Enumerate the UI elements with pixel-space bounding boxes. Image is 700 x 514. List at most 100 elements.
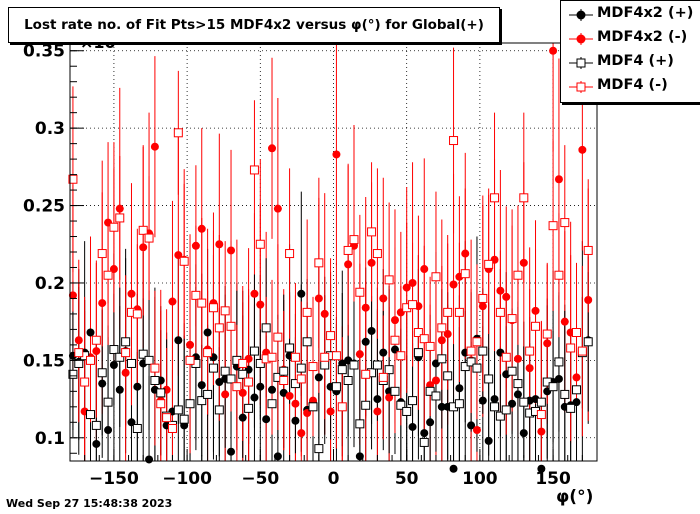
data-point (372, 360, 382, 370)
data-point (179, 256, 189, 266)
data-point (115, 204, 124, 213)
data-point (221, 390, 230, 399)
x-tick-label: −150 (89, 469, 139, 489)
data-point (244, 403, 254, 413)
y-tick-label: 0.35 (23, 42, 65, 62)
data-point (408, 300, 418, 310)
data-point (449, 464, 458, 473)
data-point (314, 258, 324, 268)
data-point (197, 381, 206, 390)
data-point (513, 390, 522, 399)
data-point (314, 373, 323, 382)
legend-marker-open-black-icon (569, 57, 593, 69)
error-bars (72, 43, 589, 461)
data-point (525, 364, 534, 373)
data-point (501, 352, 511, 362)
data-point (279, 366, 289, 376)
y-tick-label: 0.15 (23, 351, 65, 371)
legend-item-mdf4-minus: MDF4 (-) (561, 75, 700, 99)
data-point (548, 221, 558, 231)
legend-marker-filled-red-icon (569, 33, 593, 45)
data-point (126, 358, 136, 368)
data-point (519, 429, 528, 438)
data-point (267, 399, 277, 409)
data-point (566, 343, 576, 353)
data-point (326, 331, 336, 341)
data-point (214, 405, 224, 415)
data-point (91, 335, 101, 345)
data-point (549, 46, 558, 55)
data-point (478, 396, 487, 405)
data-point (285, 391, 294, 400)
data-point (215, 240, 224, 249)
data-point (502, 292, 511, 301)
data-point (256, 300, 265, 309)
x-tick-label: 50 (395, 469, 419, 489)
data-point (454, 307, 464, 317)
data-point (320, 360, 330, 370)
data-point (220, 366, 230, 376)
y-tick-label: 0.2 (35, 274, 65, 294)
data-point (496, 286, 505, 295)
data-point (379, 294, 388, 303)
data-point (466, 346, 476, 356)
data-point (203, 328, 212, 337)
data-point (408, 396, 418, 406)
data-point (291, 416, 300, 425)
data-point (531, 321, 541, 331)
data-point (208, 303, 218, 313)
data-point (431, 391, 441, 401)
data-point (308, 402, 318, 412)
data-point (490, 402, 500, 412)
data-point (361, 337, 370, 346)
data-point (349, 360, 359, 370)
data-point (426, 418, 435, 427)
data-point (150, 363, 160, 373)
data-point (332, 150, 341, 159)
data-point (419, 334, 429, 344)
data-point (367, 227, 377, 237)
data-point (255, 358, 265, 368)
data-point (361, 400, 371, 410)
data-point (98, 299, 107, 308)
data-point (314, 294, 323, 303)
data-point (536, 397, 546, 407)
data-point (554, 270, 564, 280)
data-point (121, 337, 131, 347)
data-point (478, 346, 488, 356)
data-point (74, 336, 83, 345)
data-point (285, 343, 295, 353)
data-point (361, 303, 370, 312)
data-point (197, 396, 207, 406)
data-point (507, 366, 517, 376)
data-point (542, 329, 552, 339)
data-point (537, 464, 546, 473)
data-point (349, 235, 359, 245)
legend-item-mdf4x2-plus: MDF4x2 (+) (561, 3, 700, 27)
data-point (449, 136, 459, 146)
legend: MDF4x2 (+) MDF4x2 (-) MDF4 (+) MDF4 (-) (560, 0, 700, 103)
data-point (314, 444, 324, 454)
data-point (92, 439, 101, 448)
data-point (484, 436, 493, 445)
data-point (513, 270, 523, 280)
data-point (162, 413, 172, 423)
data-point (203, 389, 213, 399)
data-point (98, 379, 107, 388)
data-point (144, 233, 154, 243)
data-point (513, 354, 522, 363)
x-tick-label: 100 (462, 469, 498, 489)
data-point (583, 245, 593, 255)
data-point (68, 174, 78, 184)
data-point (402, 406, 412, 416)
data-point (437, 336, 446, 345)
data-markers (68, 46, 593, 473)
data-point (331, 351, 341, 361)
data-point (472, 337, 482, 347)
data-point (150, 375, 160, 385)
data-point (320, 352, 330, 362)
data-point (372, 249, 382, 259)
data-point (513, 379, 523, 389)
data-point (91, 420, 101, 430)
data-point (220, 306, 230, 316)
